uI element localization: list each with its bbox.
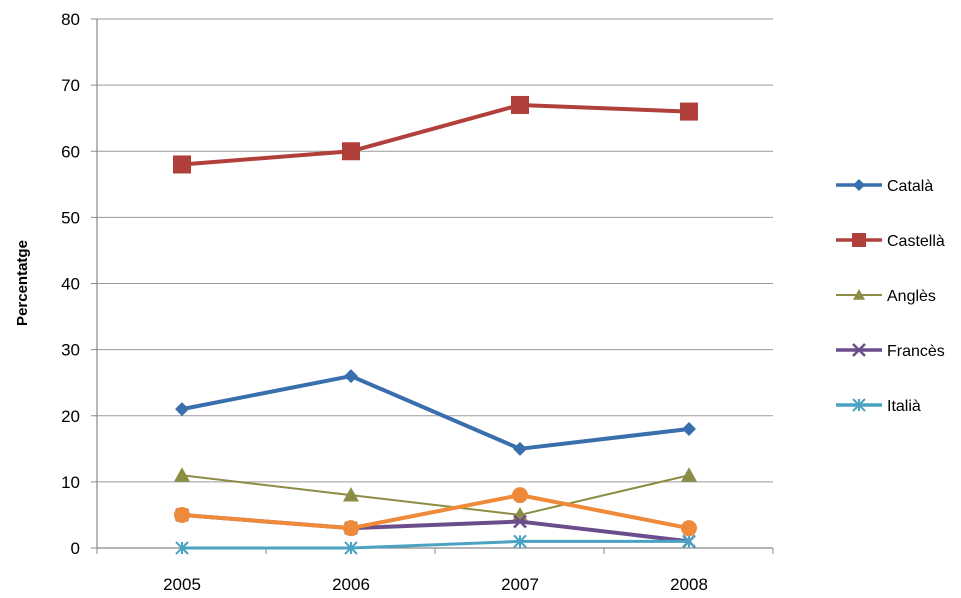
y-tick-label-40: 40: [61, 275, 80, 294]
legend-item-itali-: Italià: [836, 398, 921, 415]
y-tick-label-70: 70: [61, 76, 80, 95]
series-catal-: [175, 369, 696, 456]
legend-item-franc-s: Francès: [836, 343, 945, 360]
y-tick-labels: 0 10 20 30 40 50 60 70 80: [61, 10, 80, 558]
series-unlabeled-orange: [174, 487, 697, 537]
y-tick-label-20: 20: [61, 407, 80, 426]
legend-label-castell-: Castellà: [887, 233, 945, 250]
y-axis-label: Percentatge: [14, 240, 31, 326]
legend-marker-franc-s: [852, 343, 866, 357]
x-tick-labels: 2005 2006 2007 2008: [163, 575, 708, 594]
legend: Català Castellà Anglès Francès Italià: [836, 178, 945, 415]
axes: [91, 18, 774, 554]
point-unlabeled-orange-2007: [512, 487, 528, 504]
series-castell-: [173, 95, 698, 174]
legend-label-franc-s: Francès: [887, 343, 945, 360]
legend-label-angl-s: Anglès: [887, 288, 936, 305]
y-tick-label-30: 30: [61, 341, 80, 360]
x-tick-label-2007: 2007: [501, 575, 539, 594]
point-unlabeled-orange-2008: [681, 520, 697, 537]
legend-label-itali-: Italià: [887, 398, 921, 415]
legend-item-castell-: Castellà: [836, 233, 945, 250]
legend-marker-catal-: [853, 179, 865, 191]
legend-marker-castell-: [852, 233, 866, 247]
point-itali--2007: [513, 534, 527, 549]
y-tick-label-80: 80: [61, 10, 80, 29]
legend-item-angl-s: Anglès: [836, 288, 936, 305]
series-line-itali-: [180, 539, 691, 550]
point-unlabeled-orange-2005: [174, 506, 190, 523]
point-castell--2008: [680, 102, 698, 121]
legend-item-catal-: Català: [836, 178, 933, 195]
legend-marker-angl-s: [853, 289, 865, 300]
series-line-catal-: [180, 374, 691, 451]
point-itali--2006: [344, 541, 358, 555]
point-catal--2006: [344, 369, 358, 384]
y-tick-label-10: 10: [61, 473, 80, 492]
point-itali--2005: [175, 541, 189, 555]
legend-marker-itali-: [852, 398, 866, 412]
point-itali--2008: [682, 534, 696, 549]
point-angl-s-2006: [343, 487, 359, 502]
point-catal--2007: [513, 441, 527, 456]
series-line-angl-s: [181, 474, 690, 516]
point-angl-s-2005: [174, 467, 190, 482]
y-tick-label-0: 0: [71, 539, 80, 558]
point-castell--2007: [511, 95, 529, 114]
x-tick-label-2008: 2008: [670, 575, 708, 594]
x-tick-label-2005: 2005: [163, 575, 201, 594]
series-angl-s: [174, 467, 697, 522]
series-line-unlabeled-orange: [180, 493, 691, 531]
legend-label-catal-: Català: [887, 178, 933, 195]
point-castell--2006: [342, 142, 360, 161]
point-catal--2005: [175, 402, 189, 417]
point-angl-s-2008: [681, 467, 697, 482]
x-tick-label-2006: 2006: [332, 575, 370, 594]
point-catal--2008: [682, 421, 696, 436]
series-line-castell-: [180, 102, 691, 167]
y-tick-label-50: 50: [61, 208, 80, 227]
series-itali-: [175, 534, 696, 555]
point-franc-s-2007: [513, 514, 527, 529]
gridlines: [97, 18, 773, 483]
series-lines: [173, 95, 698, 555]
point-castell--2005: [173, 155, 191, 174]
y-tick-label-60: 60: [61, 142, 80, 161]
point-unlabeled-orange-2006: [343, 520, 359, 537]
